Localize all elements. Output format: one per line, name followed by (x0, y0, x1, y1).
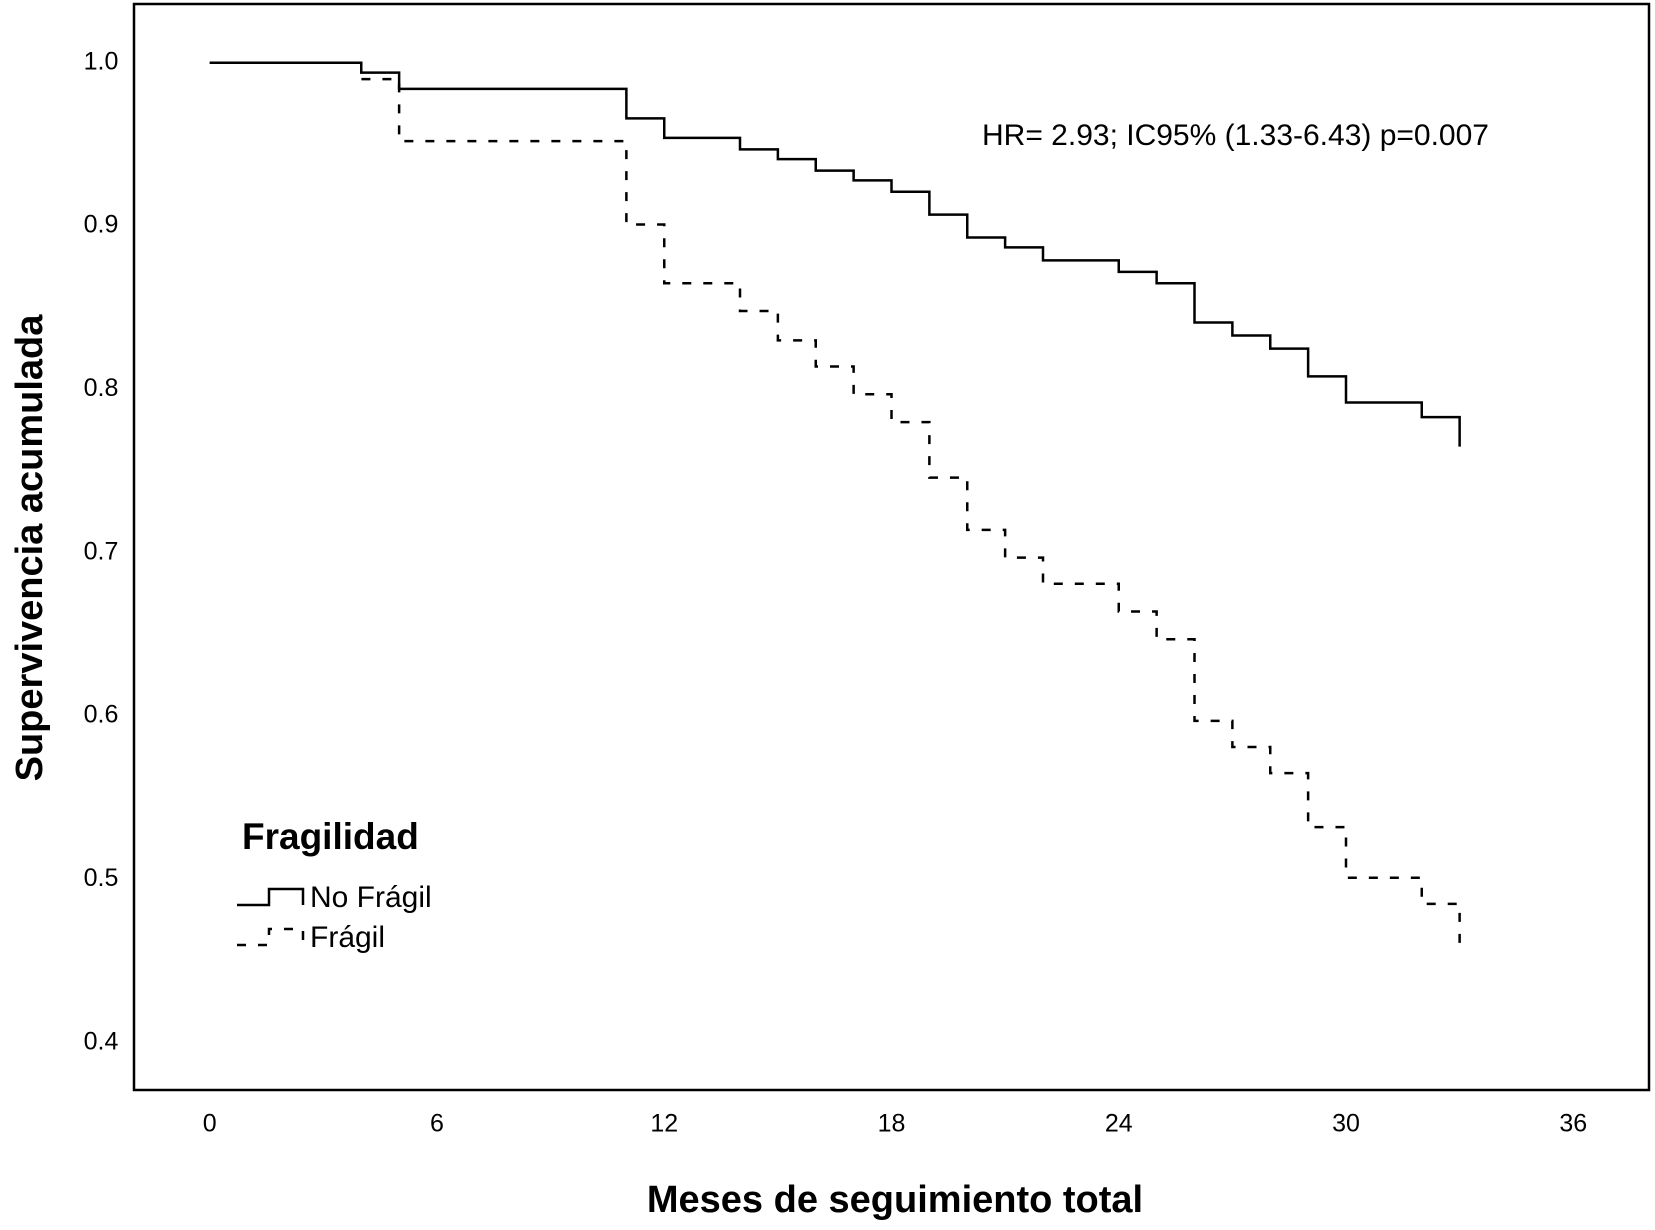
plot-frame (132, 2, 1651, 1092)
x-tick-label: 0 (203, 1110, 217, 1138)
legend-entry: No Frágil (310, 881, 432, 914)
legend-entry: Frágil (310, 921, 385, 954)
x-tick-label: 30 (1332, 1110, 1360, 1138)
y-tick-label: 0.6 (84, 701, 119, 729)
y-tick-label: 0.5 (84, 864, 119, 892)
annotation: HR= 2.93; IC95% (1.33-6.43) p=0.007 (982, 119, 1489, 152)
y-tick-label: 0.7 (84, 537, 119, 565)
x-tick-label: 24 (1105, 1110, 1133, 1138)
x-axis-title: Meses de seguimiento total (647, 1179, 1143, 1221)
y-tick-label: 0.9 (84, 211, 119, 239)
legend-swatch (237, 927, 305, 947)
x-tick-label: 18 (878, 1110, 906, 1138)
y-tick-label: 0.8 (84, 374, 119, 402)
legend-title: Fragilidad (242, 816, 419, 857)
survival-curve (209, 61, 1461, 447)
y-tick-label: 0.4 (84, 1027, 119, 1055)
x-tick-label: 12 (650, 1110, 678, 1138)
y-axis-title: Supervivencia acumulada (9, 314, 51, 782)
x-tick-label: 36 (1559, 1110, 1587, 1138)
y-tick-label: 1.0 (84, 47, 119, 75)
legend-swatch (237, 887, 305, 907)
survival-curve (209, 61, 1461, 955)
x-tick-label: 6 (430, 1110, 444, 1138)
